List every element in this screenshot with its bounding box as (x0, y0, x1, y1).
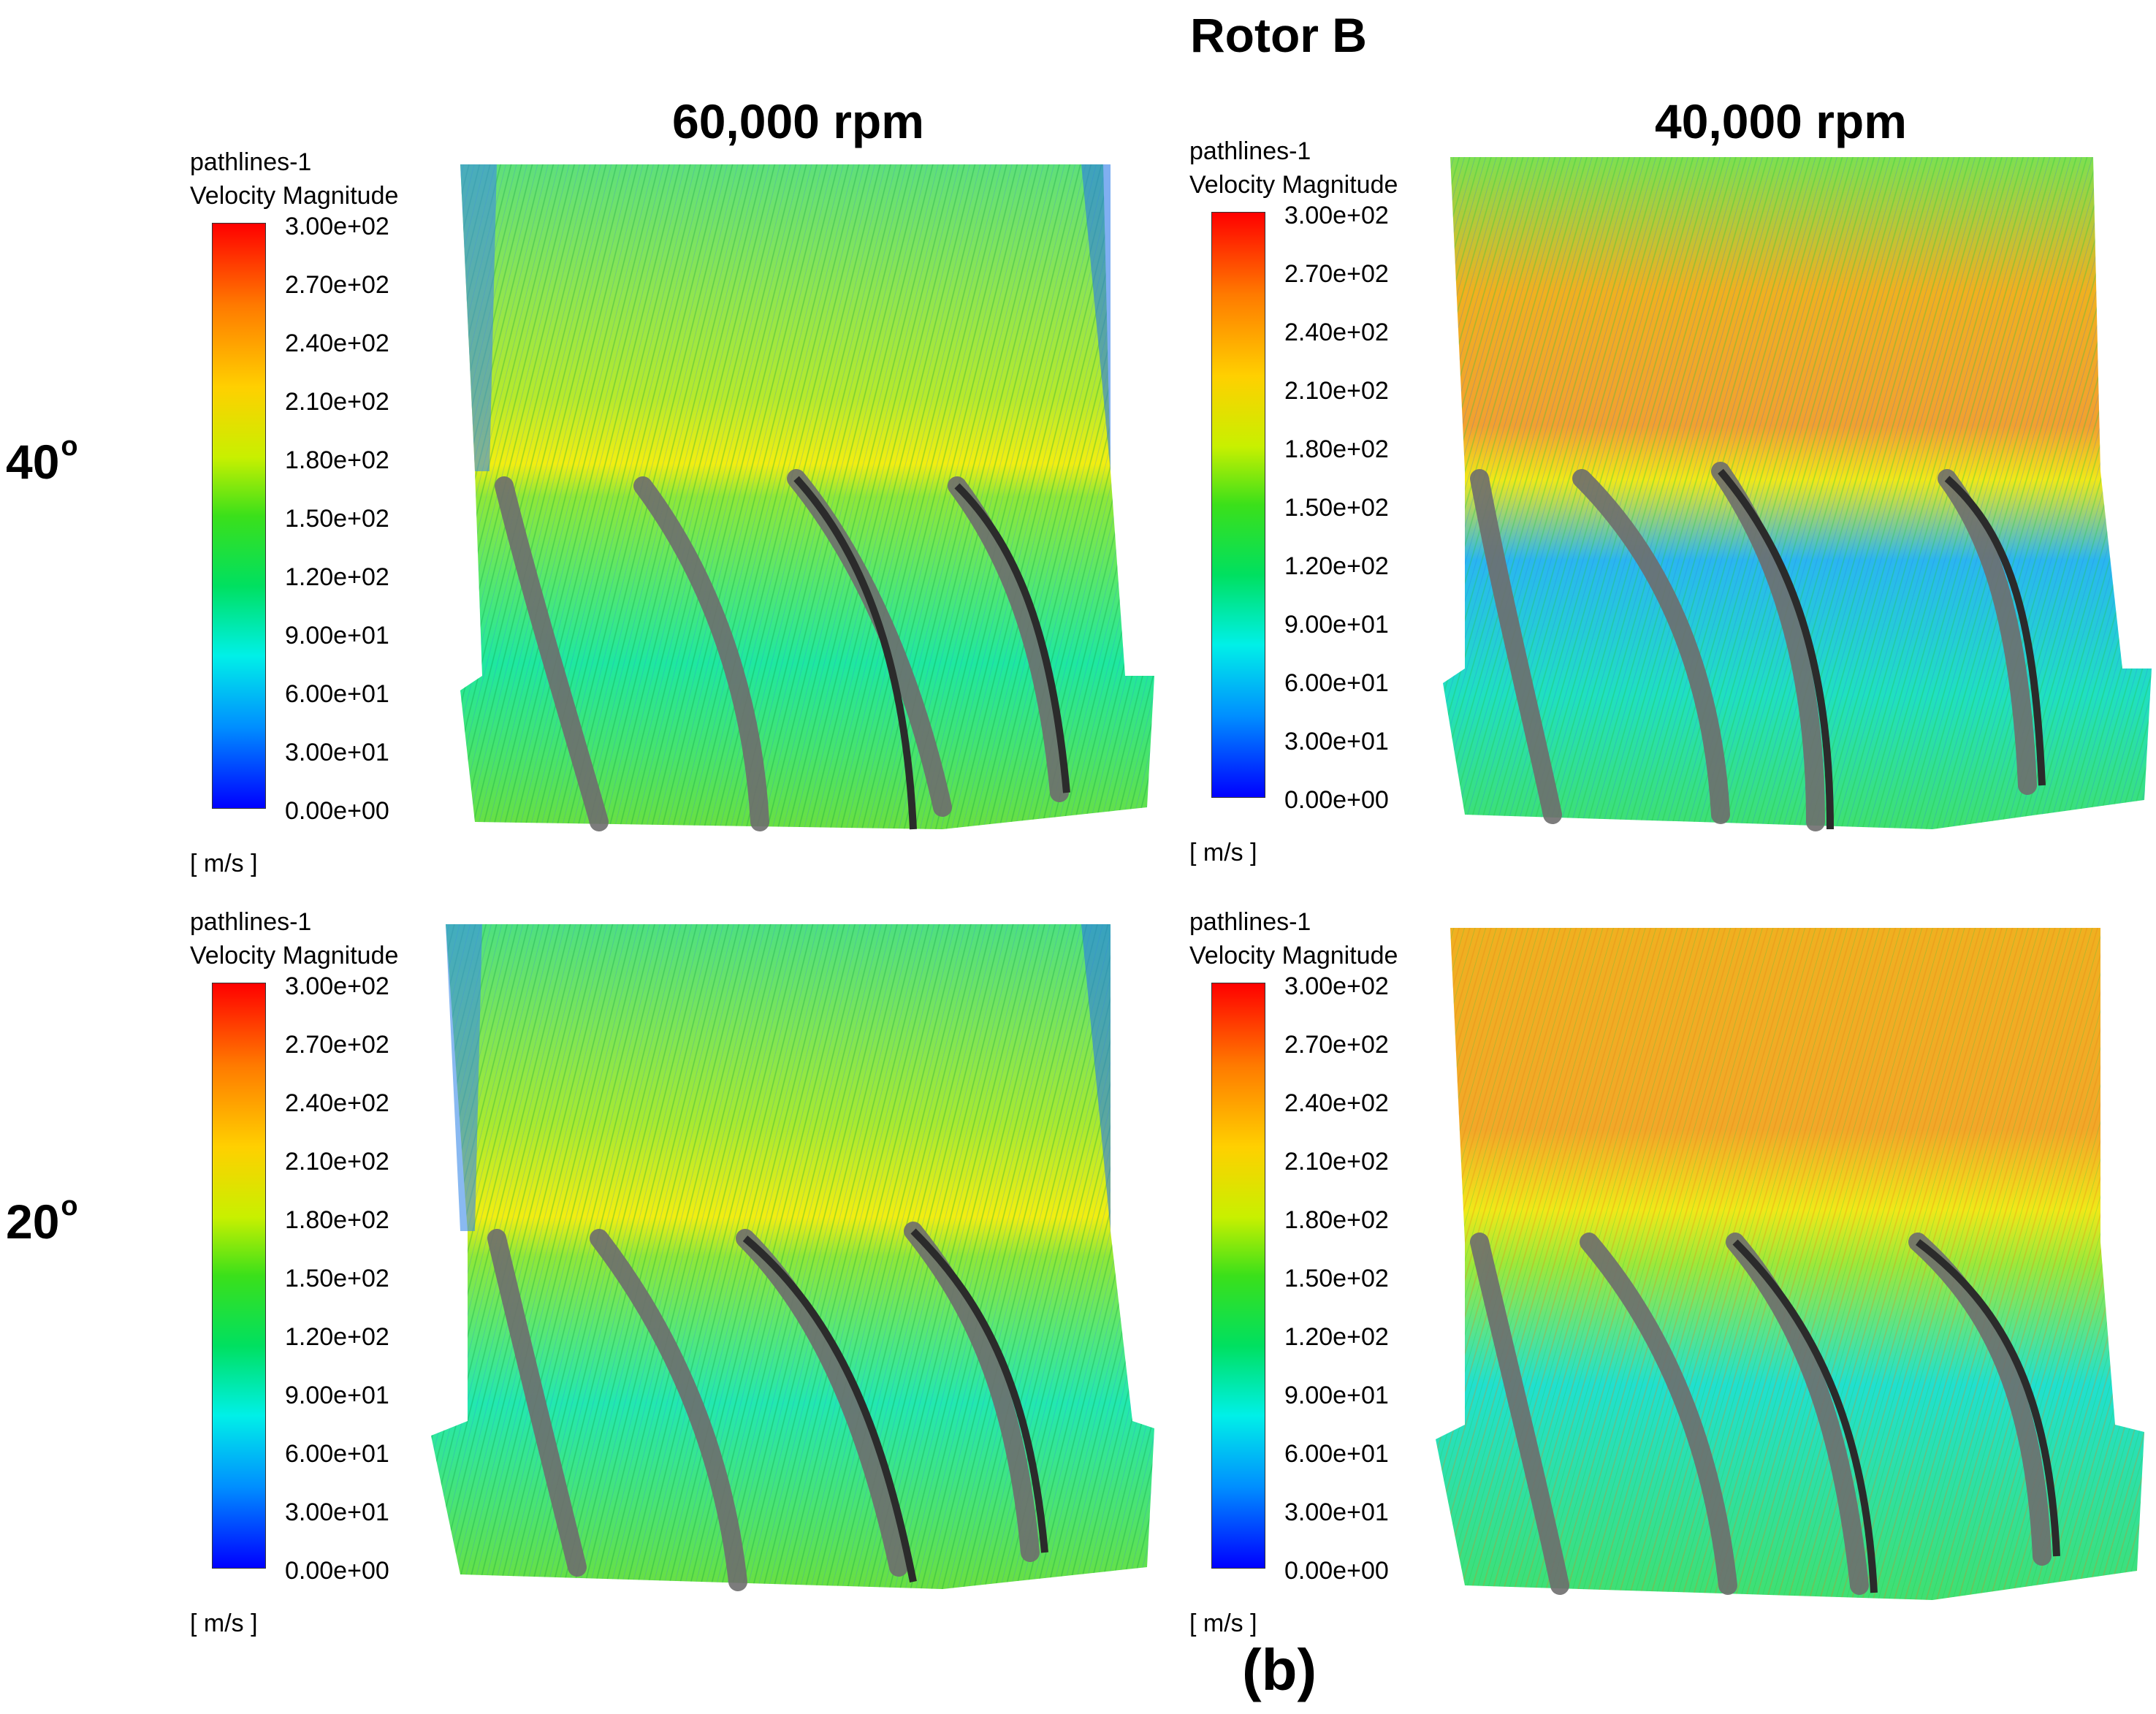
legend-tick: 0.00e+00 (285, 1557, 389, 1585)
pathline-plot (1443, 157, 2152, 831)
legend-tick: 2.40e+02 (285, 1089, 389, 1117)
legend-quantity: Velocity Magnitude (1189, 942, 1398, 970)
legend-tick: 1.20e+02 (1284, 1323, 1389, 1351)
row-header-20: 20o (6, 1191, 78, 1249)
legend-tick: 9.00e+01 (1284, 1382, 1389, 1409)
legend-tick: 1.80e+02 (285, 446, 389, 474)
legend-tick: 2.70e+02 (285, 271, 389, 299)
pathline-plot (1436, 928, 2144, 1600)
legend-quantity: Velocity Magnitude (190, 942, 399, 970)
colorbar (1211, 983, 1265, 1569)
legend-name: pathlines-1 (190, 148, 312, 176)
legend-name: pathlines-1 (1189, 137, 1311, 165)
legend-tick: 2.70e+02 (1284, 1031, 1389, 1059)
legend-tick: 1.50e+02 (285, 1265, 389, 1292)
legend-tick: 6.00e+01 (1284, 1440, 1389, 1468)
legend-tick: 1.50e+02 (1284, 494, 1389, 522)
pathline-plot (431, 924, 1154, 1591)
figure-caption: (b) (1242, 1637, 1317, 1702)
legend-tick: 0.00e+00 (285, 797, 389, 825)
legend-tick: 2.10e+02 (285, 388, 389, 416)
column-header-60000: 60,000 rpm (672, 94, 924, 148)
column-header-40000: 40,000 rpm (1655, 94, 1907, 148)
legend-tick: 3.00e+02 (285, 972, 389, 1000)
legend-tick: 9.00e+01 (1284, 611, 1389, 639)
legend-tick: 9.00e+01 (285, 1382, 389, 1409)
legend-tick: 1.80e+02 (1284, 1206, 1389, 1234)
legend-tick: 0.00e+00 (1284, 786, 1389, 814)
legend-tick: 2.10e+02 (285, 1148, 389, 1176)
legend-tick: 0.00e+00 (1284, 1557, 1389, 1585)
legend-tick: 2.10e+02 (1284, 1148, 1389, 1176)
legend-tick: 1.20e+02 (285, 563, 389, 591)
colorbar (212, 223, 266, 809)
legend-tick: 3.00e+02 (1284, 202, 1389, 229)
colorbar (1211, 212, 1265, 798)
legend-tick: 9.00e+01 (285, 622, 389, 650)
legend-tick: 3.00e+01 (1284, 728, 1389, 755)
legend-tick: 1.20e+02 (1284, 552, 1389, 580)
legend-tick: 1.20e+02 (285, 1323, 389, 1351)
legend-tick: 2.10e+02 (1284, 377, 1389, 405)
legend-tick: 2.40e+02 (1284, 319, 1389, 346)
pathline-plot (460, 164, 1154, 831)
legend-tick: 1.50e+02 (285, 505, 389, 533)
legend-tick: 3.00e+02 (285, 213, 389, 240)
legend-unit: [ m/s ] (1189, 839, 1257, 866)
legend-tick: 2.40e+02 (285, 330, 389, 357)
legend-unit: [ m/s ] (190, 850, 258, 877)
legend-tick: 6.00e+01 (1284, 669, 1389, 697)
legend-tick: 3.00e+01 (285, 739, 389, 766)
legend-unit: [ m/s ] (190, 1610, 258, 1637)
legend-tick: 2.40e+02 (1284, 1089, 1389, 1117)
legend-tick: 3.00e+02 (1284, 972, 1389, 1000)
figure-title: Rotor B (1190, 8, 1367, 62)
legend-name: pathlines-1 (1189, 908, 1311, 936)
row-header-40: 40o (6, 431, 78, 489)
legend-tick: 3.00e+01 (285, 1498, 389, 1526)
legend-tick: 6.00e+01 (285, 1440, 389, 1468)
colorbar (212, 983, 266, 1569)
legend-unit: [ m/s ] (1189, 1610, 1257, 1637)
legend-tick: 3.00e+01 (1284, 1498, 1389, 1526)
legend-name: pathlines-1 (190, 908, 312, 936)
legend-tick: 1.80e+02 (285, 1206, 389, 1234)
legend-tick: 2.70e+02 (1284, 260, 1389, 288)
legend-quantity: Velocity Magnitude (190, 182, 399, 210)
legend-tick: 1.50e+02 (1284, 1265, 1389, 1292)
legend-tick: 2.70e+02 (285, 1031, 389, 1059)
legend-tick: 6.00e+01 (285, 680, 389, 708)
legend-quantity: Velocity Magnitude (1189, 171, 1398, 199)
legend-tick: 1.80e+02 (1284, 435, 1389, 463)
